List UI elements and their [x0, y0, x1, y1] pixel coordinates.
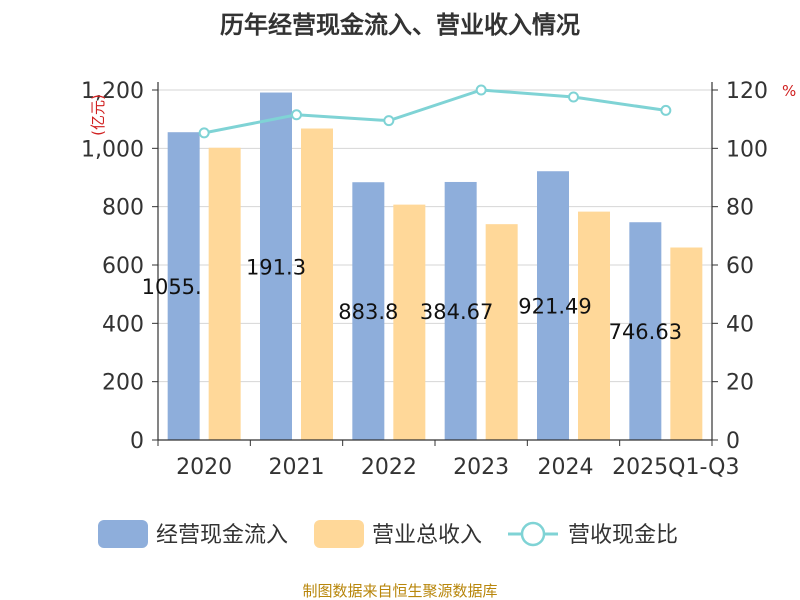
data-label: 1055. [142, 275, 202, 299]
x-tick-label: 2025Q1-Q3 [612, 455, 739, 480]
legend-label: 营业总收入 [372, 523, 482, 548]
bar-revenue [393, 204, 426, 440]
grid [158, 89, 712, 383]
left-axis-unit: (亿元) [89, 94, 107, 136]
bar-cash-inflow [167, 132, 200, 440]
bar-revenue [670, 247, 703, 440]
data-labels: 1055. 191.3 883.8 384.67 921.49 746.63 [142, 255, 682, 344]
ratio-point [383, 115, 395, 127]
left-tick-label: 1,200 [81, 79, 144, 104]
bar-revenue [301, 128, 333, 440]
left-tick-label: 1,000 [81, 137, 144, 162]
ratio-point [660, 104, 672, 116]
left-tick-label: 200 [102, 371, 144, 396]
ratio-point [291, 109, 302, 121]
data-label: 191.3 [246, 255, 306, 279]
right-tick-label: 60 [726, 254, 754, 279]
bar-revenue [578, 211, 610, 440]
bar-revenue [485, 224, 518, 440]
left-tick-label: 400 [102, 312, 144, 337]
ratio-point [475, 84, 487, 96]
ratio-polyline [203, 88, 667, 135]
right-tick-label: 120 [726, 79, 768, 104]
legend-line-marker [520, 521, 546, 547]
data-label: 921.49 [518, 295, 591, 319]
legend: 经营现金流入 营业总收入 营收现金比 [98, 520, 678, 548]
left-tick-label: 800 [102, 196, 144, 221]
legend-swatch [98, 520, 148, 548]
left-tick-label: 0 [130, 429, 144, 454]
bar-cash-inflow [444, 181, 477, 440]
legend-swatch [314, 520, 364, 548]
ratio-line [198, 84, 672, 139]
bar-cash-inflow [352, 182, 385, 440]
bar-revenue [208, 147, 241, 440]
x-tick-label: 2021 [269, 455, 325, 480]
x-tick-label: 2020 [176, 455, 232, 480]
bar-cash-inflow [537, 171, 569, 440]
data-label: 384.67 [420, 300, 493, 324]
legend-label: 经营现金流入 [156, 523, 288, 548]
legend-label: 营收现金比 [568, 523, 678, 548]
right-tick-label: 40 [726, 312, 754, 337]
x-tick-label: 2024 [538, 455, 594, 480]
ratio-point [568, 91, 579, 103]
bar-cash-inflow [260, 92, 292, 440]
right-tick-label: 20 [726, 371, 754, 396]
chart-title: 历年经营现金流入、营业收入情况 [220, 11, 580, 39]
source-note: 制图数据来自恒生聚源数据库 [302, 582, 497, 600]
right-tick-label: 100 [726, 137, 768, 162]
ratio-point [198, 127, 210, 139]
right-tick-label: 80 [726, 196, 754, 221]
bar-cash-inflow [629, 222, 662, 440]
bars [167, 92, 703, 440]
x-tick-label: 2022 [361, 455, 417, 480]
data-label: 883.8 [338, 300, 398, 324]
right-axis-unit: % [782, 82, 796, 100]
x-tick-label: 2023 [453, 455, 509, 480]
right-tick-label: 0 [726, 429, 740, 454]
data-label: 746.63 [609, 320, 682, 344]
axes: 0 200 400 600 800 1,000 1,200 0 20 40 60 80 100 120 20… [81, 79, 768, 480]
left-tick-label: 600 [102, 254, 144, 279]
